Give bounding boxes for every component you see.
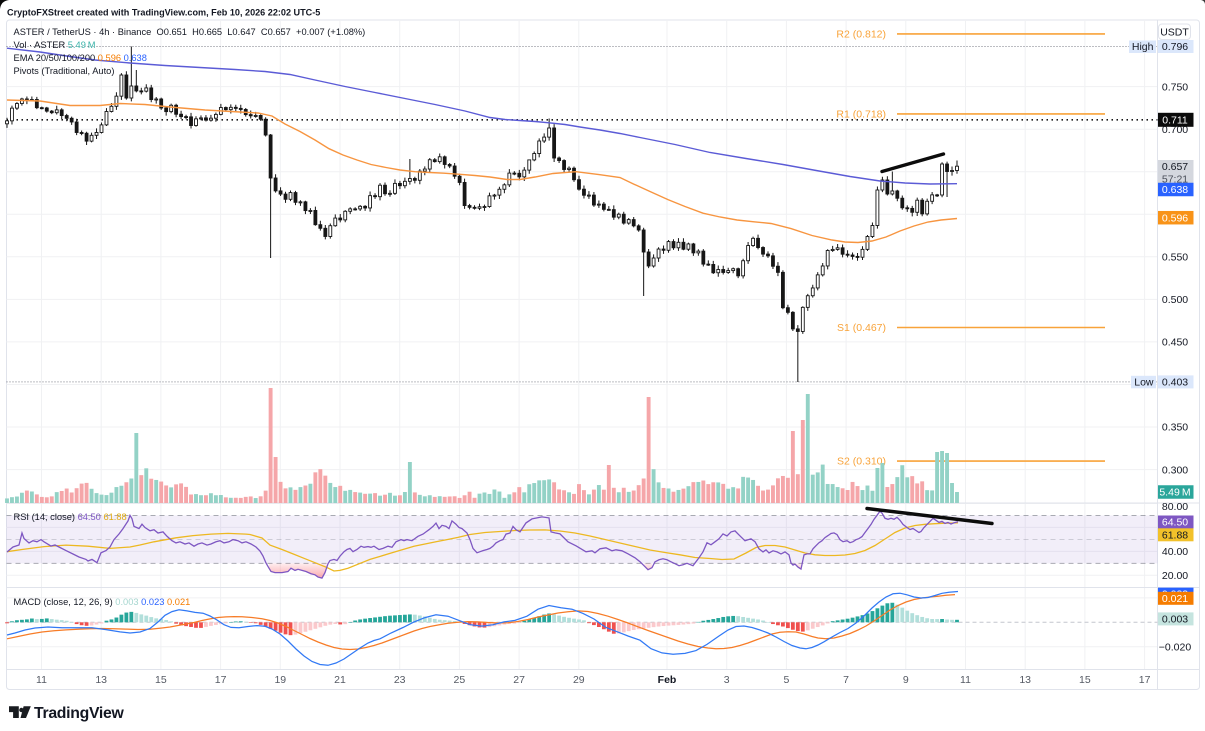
svg-text:19: 19 (274, 674, 286, 686)
svg-text:MACD (close, 12, 26, 9) 0.003: MACD (close, 12, 26, 9) 0.003 0.023 0.02… (14, 597, 191, 607)
svg-text:Low: Low (1134, 376, 1154, 388)
svg-text:0.403: 0.403 (1162, 377, 1188, 389)
svg-text:0.657: 0.657 (1162, 161, 1188, 173)
svg-text:CryptoFXStreet created with Tr: CryptoFXStreet created with TradingView.… (7, 8, 320, 18)
svg-text:Feb: Feb (658, 674, 677, 686)
svg-text:17: 17 (1139, 674, 1151, 686)
svg-text:0.796: 0.796 (1162, 41, 1188, 53)
svg-text:0.750: 0.750 (1162, 81, 1188, 93)
svg-text:Pivots (Traditional, Auto): Pivots (Traditional, Auto) (14, 66, 115, 76)
svg-text:S1 (0.467): S1 (0.467) (837, 322, 886, 334)
svg-text:R1 (0.718): R1 (0.718) (836, 108, 886, 120)
svg-text:ASTER / TetherUS · 4h · Binanc: ASTER / TetherUS · 4h · Binance O0.651 H… (14, 27, 366, 37)
svg-text:17: 17 (215, 674, 227, 686)
svg-text:0.021: 0.021 (1162, 593, 1188, 605)
svg-text:61.88: 61.88 (1162, 530, 1188, 542)
svg-text:0.711: 0.711 (1162, 115, 1188, 127)
svg-text:5: 5 (783, 674, 789, 686)
svg-text:11: 11 (36, 674, 47, 686)
svg-text:7: 7 (843, 674, 849, 686)
svg-text:0.450: 0.450 (1162, 337, 1188, 349)
svg-text:5.49 M: 5.49 M (1159, 487, 1190, 499)
svg-text:0.638: 0.638 (1162, 184, 1188, 196)
svg-text:9: 9 (903, 674, 909, 686)
svg-text:27: 27 (513, 674, 525, 686)
svg-text:EMA 20/50/100/200 0.596 0.638: EMA 20/50/100/200 0.596 0.638 (14, 53, 147, 63)
svg-text:0.700: 0.700 (1162, 124, 1188, 136)
svg-text:0.300: 0.300 (1162, 464, 1188, 476)
svg-text:0.350: 0.350 (1162, 422, 1188, 434)
svg-text:−0.020: −0.020 (1159, 641, 1192, 653)
svg-text:RSI (14, close) 64.50 61.88: RSI (14, close) 64.50 61.88 (14, 512, 127, 522)
svg-text:23: 23 (394, 674, 406, 686)
svg-text:13: 13 (1019, 674, 1031, 686)
svg-text:13: 13 (95, 674, 107, 686)
svg-text:3: 3 (724, 674, 730, 686)
svg-text:0.500: 0.500 (1162, 294, 1188, 306)
svg-text:TradingView: TradingView (34, 705, 124, 722)
svg-text:USDT: USDT (1160, 27, 1189, 39)
svg-text:High: High (1132, 41, 1154, 53)
svg-text:20.00: 20.00 (1162, 570, 1188, 582)
svg-text:S2 (0.310): S2 (0.310) (837, 456, 886, 468)
svg-text:0.596: 0.596 (1162, 212, 1188, 224)
svg-text:15: 15 (155, 674, 167, 686)
svg-text:0.003: 0.003 (1162, 614, 1188, 626)
svg-text:57:21: 57:21 (1162, 174, 1188, 186)
svg-text:21: 21 (334, 674, 346, 686)
svg-text:25: 25 (454, 674, 466, 686)
svg-text:11: 11 (960, 674, 971, 686)
svg-text:29: 29 (573, 674, 585, 686)
svg-text:15: 15 (1079, 674, 1091, 686)
svg-text:64.50: 64.50 (1162, 517, 1188, 529)
svg-text:80.00: 80.00 (1162, 501, 1188, 513)
svg-text:R2 (0.812): R2 (0.812) (836, 28, 886, 40)
svg-text:40.00: 40.00 (1162, 546, 1188, 558)
svg-text:Vol · ASTER 5.49 M: Vol · ASTER 5.49 M (14, 40, 96, 50)
svg-text:0.550: 0.550 (1162, 252, 1188, 264)
